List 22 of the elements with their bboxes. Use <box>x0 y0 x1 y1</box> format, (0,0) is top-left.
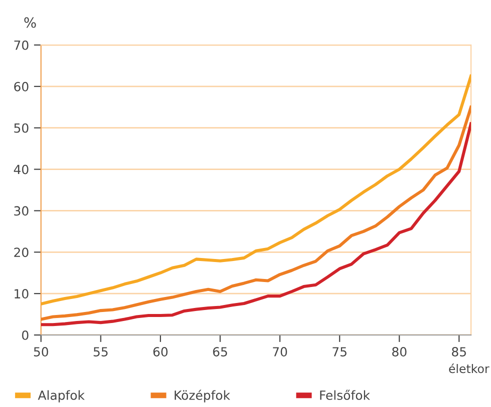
y-tick-label: 20 <box>14 248 28 258</box>
y-tick-label: 60 <box>14 82 28 92</box>
legend-label: Középfok <box>174 390 230 402</box>
legend-label: Alapfok <box>38 390 85 402</box>
x-tick-label: 75 <box>332 347 346 356</box>
y-tick-label: 70 <box>14 40 28 50</box>
y-tick-label: 50 <box>14 123 28 133</box>
x-tick-label: 60 <box>153 347 168 356</box>
y-tick-label: 30 <box>14 206 28 216</box>
x-tick-label: 65 <box>213 347 228 356</box>
x-tick-label: 80 <box>392 347 406 356</box>
x-axis-title: életkor <box>449 364 490 374</box>
x-tick-label: 85 <box>452 347 466 356</box>
legend-label: Felsőfok <box>320 390 370 400</box>
x-tick-label: 55 <box>94 347 108 356</box>
y-tick-label: 40 <box>14 164 28 174</box>
x-tick-label: 50 <box>34 347 48 356</box>
y-tick-label: 0 <box>22 330 28 340</box>
y-tick-label: 10 <box>14 289 28 298</box>
y-axis-title: % <box>24 17 36 28</box>
line-series <box>41 74 471 306</box>
x-tick-label: 70 <box>272 347 288 356</box>
